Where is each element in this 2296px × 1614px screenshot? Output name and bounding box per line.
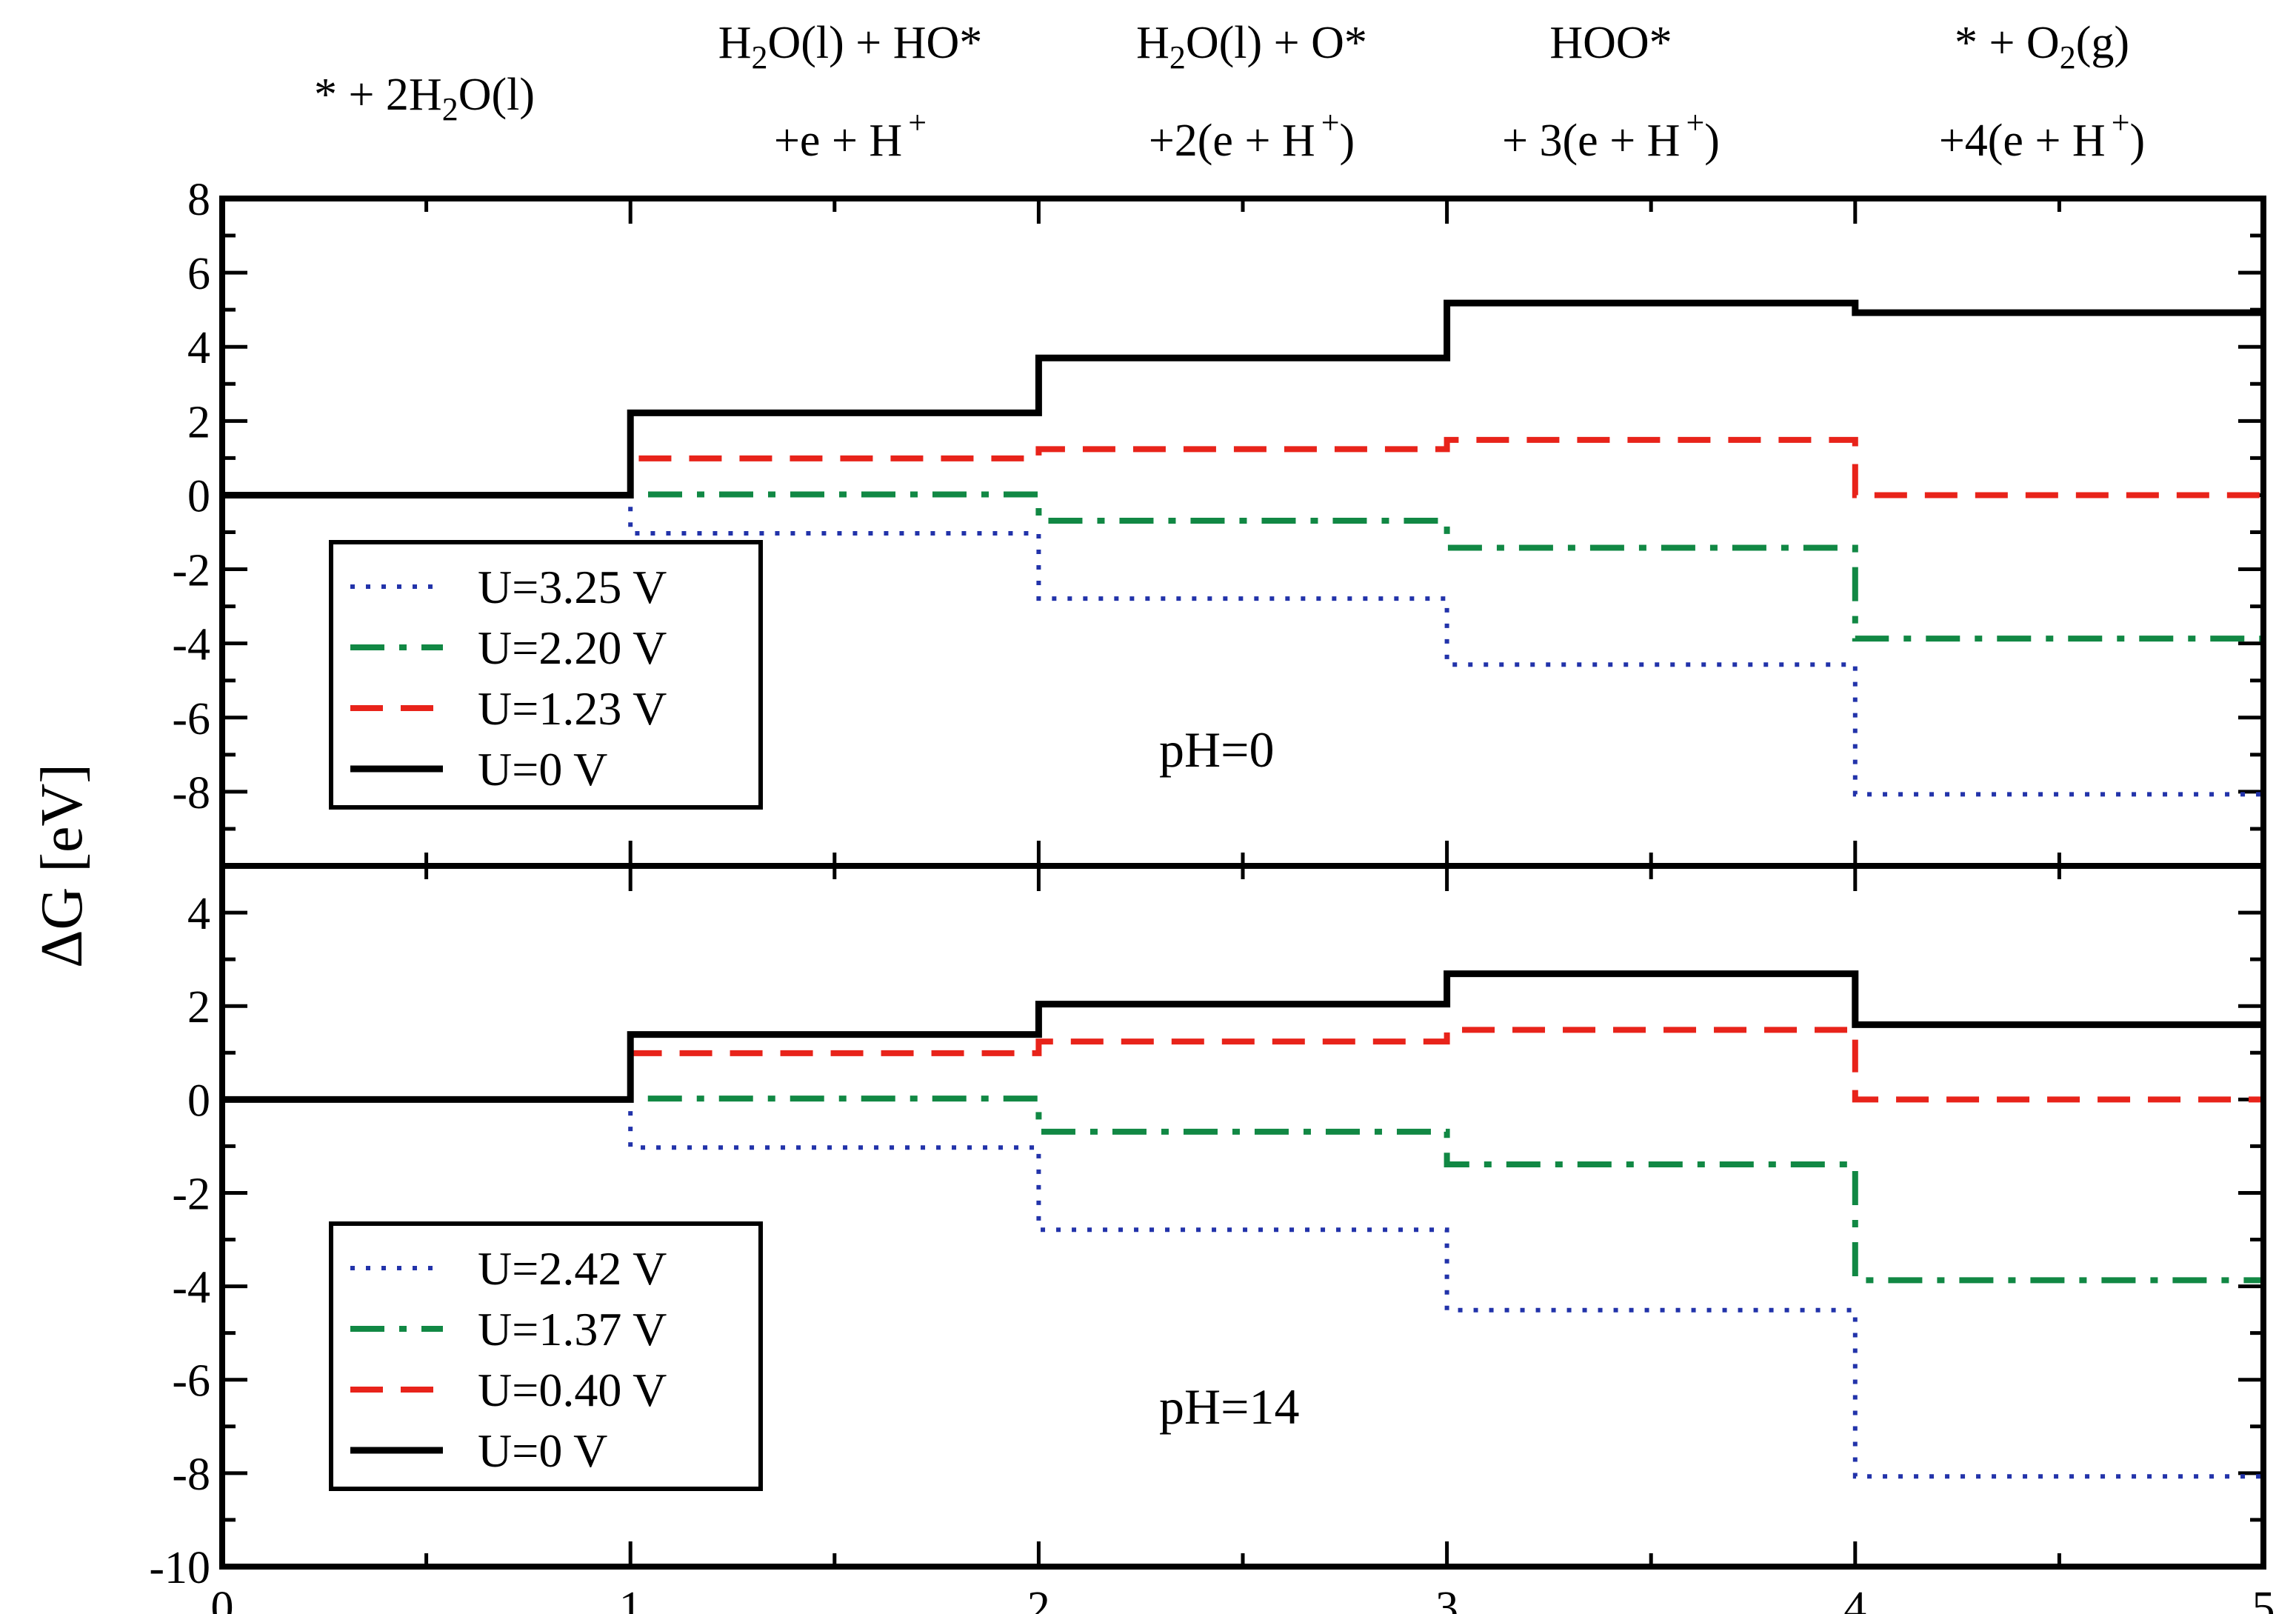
- x-tick-label: 3: [1435, 1583, 1458, 1614]
- state-label-line1: H2O(l) + HO*: [718, 18, 983, 76]
- legend-label: U=1.23 V: [478, 682, 667, 735]
- y-tick-label: -10: [149, 1543, 210, 1593]
- panel-bottom: -10 -8 -6 -4 -2 0 2 4 0 1 2 3 4 5 pH=14 U=2.42 V U=1.37 …: [149, 863, 2275, 1614]
- state-label-line2: +2(e + H +): [1149, 104, 1355, 166]
- legend-label: U=1.37 V: [478, 1303, 667, 1355]
- series-line-u-0-40-v: [222, 1027, 2263, 1103]
- legend-bottom: U=2.42 V U=1.37 V U=0.40 V U=0 V: [329, 1221, 763, 1491]
- y-tick-label: 0: [187, 471, 210, 521]
- x-tick-label: 1: [619, 1583, 642, 1614]
- y-tick-label: 0: [187, 1076, 210, 1126]
- panel-annotation: pH=0: [1159, 721, 1274, 778]
- legend-label: U=0 V: [478, 743, 607, 796]
- series-line-u-1-23-v: [222, 436, 2263, 498]
- y-tick-label: 2: [187, 397, 210, 447]
- state-label-line2: +4(e + H +): [1939, 104, 2145, 166]
- y-tick-label: -6: [172, 694, 210, 744]
- legend-label: U=3.25 V: [478, 561, 667, 613]
- x-tick-label: 5: [2252, 1583, 2275, 1614]
- state-label-line1: * + 2H2O(l): [314, 70, 535, 127]
- panel-annotation: pH=14: [1159, 1378, 1299, 1435]
- x-ticks-bottom: 0 1 2 3 4 5: [211, 866, 2275, 1614]
- y-tick-label: -6: [172, 1356, 210, 1407]
- state-label-0: * + 2H2O(l): [314, 70, 535, 127]
- state-label-4: * + O2(g) +4(e + H +): [1939, 18, 2145, 166]
- state-label-line1: * + O2(g): [1955, 18, 2129, 76]
- y-tick-label: -4: [172, 620, 210, 670]
- plot-frame-bottom: [219, 863, 2266, 1570]
- y-tick-label: 8: [187, 175, 210, 225]
- legend-box: [329, 540, 763, 810]
- series-group-bottom: [222, 970, 2263, 1479]
- legend-label: U=0 V: [478, 1424, 607, 1477]
- panel-top: -8 -6 -4 -2 0 2 4 6 8 pH=0 U=3.25 V U=2.20 V U=1.23 …: [172, 175, 2266, 869]
- y-tick-label: -8: [172, 1450, 210, 1500]
- series-line-u-0-v: [222, 299, 2263, 498]
- legend-label: U=2.42 V: [478, 1242, 667, 1295]
- series-group-top: [222, 299, 2263, 797]
- state-label-3: HOO* + 3(e + H +): [1502, 18, 1720, 166]
- x-tick-label: 4: [1843, 1583, 1866, 1614]
- y-tick-label: 2: [187, 982, 210, 1033]
- x-tick-label: 0: [211, 1583, 234, 1614]
- y-axis-label: ΔG [eV]: [30, 764, 95, 968]
- state-label-line1: HOO*: [1549, 18, 1672, 68]
- legend-box: [329, 1221, 763, 1491]
- y-tick-label: -4: [172, 1263, 210, 1313]
- series-line-u-0-v: [222, 970, 2263, 1103]
- y-tick-label: 6: [187, 249, 210, 299]
- state-labels: * + 2H2O(l) H2O(l) + HO* +e + H + H2O(l) + O…: [314, 18, 2145, 166]
- y-tick-label: -8: [172, 768, 210, 818]
- state-label-line1: H2O(l) + O*: [1136, 18, 1367, 76]
- state-label-line2: + 3(e + H +): [1502, 104, 1720, 166]
- series-line-u-3-25-v: [222, 493, 2263, 797]
- state-label-line2: +e + H +: [774, 104, 927, 166]
- y-tick-label: 4: [187, 323, 210, 373]
- state-label-2: H2O(l) + O* +2(e + H +): [1136, 18, 1367, 166]
- y-tick-label: -2: [172, 546, 210, 596]
- legend-label: U=2.20 V: [478, 621, 667, 674]
- legend-top: U=3.25 V U=2.20 V U=1.23 V U=0 V: [329, 540, 763, 810]
- y-tick-label: -2: [172, 1169, 210, 1219]
- state-label-1: H2O(l) + HO* +e + H +: [718, 18, 983, 166]
- y-tick-label: 4: [187, 889, 210, 939]
- legend-label: U=0.40 V: [478, 1364, 667, 1416]
- x-tick-label: 2: [1027, 1583, 1050, 1614]
